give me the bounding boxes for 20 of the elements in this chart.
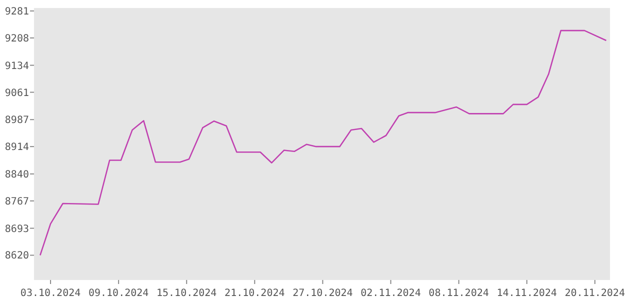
- x-tick-label: 09.10.2024: [88, 288, 149, 299]
- y-tick-label: 9061: [4, 88, 29, 99]
- line-series: [39, 30, 607, 256]
- x-tick-label: 20.11.2024: [564, 288, 625, 299]
- x-tick-label: 02.11.2024: [360, 288, 421, 299]
- y-tick-label: 8767: [4, 196, 29, 208]
- x-tick-label: 15.10.2024: [156, 288, 217, 299]
- x-tick-label: 03.10.2024: [20, 288, 81, 299]
- y-tick-label: 9208: [4, 33, 29, 44]
- y-tick-label: 8840: [4, 169, 29, 180]
- y-tick-label: 8914: [4, 142, 29, 154]
- y-tick-label: 8987: [4, 115, 29, 126]
- y-tick-label: 8693: [4, 224, 29, 235]
- x-tick-label: 08.11.2024: [428, 288, 489, 299]
- y-tick-label: 9134: [4, 60, 29, 72]
- y-tick-label: 9281: [4, 6, 29, 18]
- x-tick-label: 27.10.2024: [292, 288, 353, 299]
- x-tick-label: 21.10.2024: [224, 288, 285, 299]
- x-tick-label: 14.11.2024: [496, 288, 557, 299]
- y-tick-label: 8620: [4, 250, 29, 262]
